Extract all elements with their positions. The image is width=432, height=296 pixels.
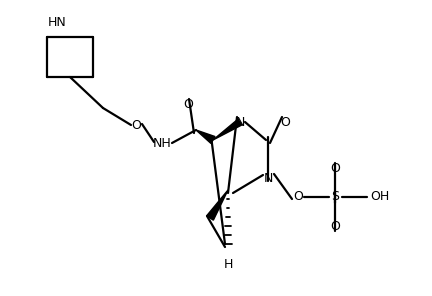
Text: O: O xyxy=(330,162,340,175)
Text: S: S xyxy=(331,191,339,204)
Text: H: H xyxy=(223,258,233,271)
Text: O: O xyxy=(183,97,193,110)
Text: O: O xyxy=(330,220,340,232)
Text: O: O xyxy=(131,118,141,131)
Text: OH: OH xyxy=(370,191,390,204)
Text: NH: NH xyxy=(152,136,172,149)
Polygon shape xyxy=(213,119,242,140)
Polygon shape xyxy=(206,190,228,220)
Polygon shape xyxy=(196,130,215,144)
Text: O: O xyxy=(293,191,303,204)
Text: O: O xyxy=(280,115,290,128)
Text: HN: HN xyxy=(48,15,67,28)
Text: N: N xyxy=(264,171,273,184)
Text: N: N xyxy=(235,115,245,128)
